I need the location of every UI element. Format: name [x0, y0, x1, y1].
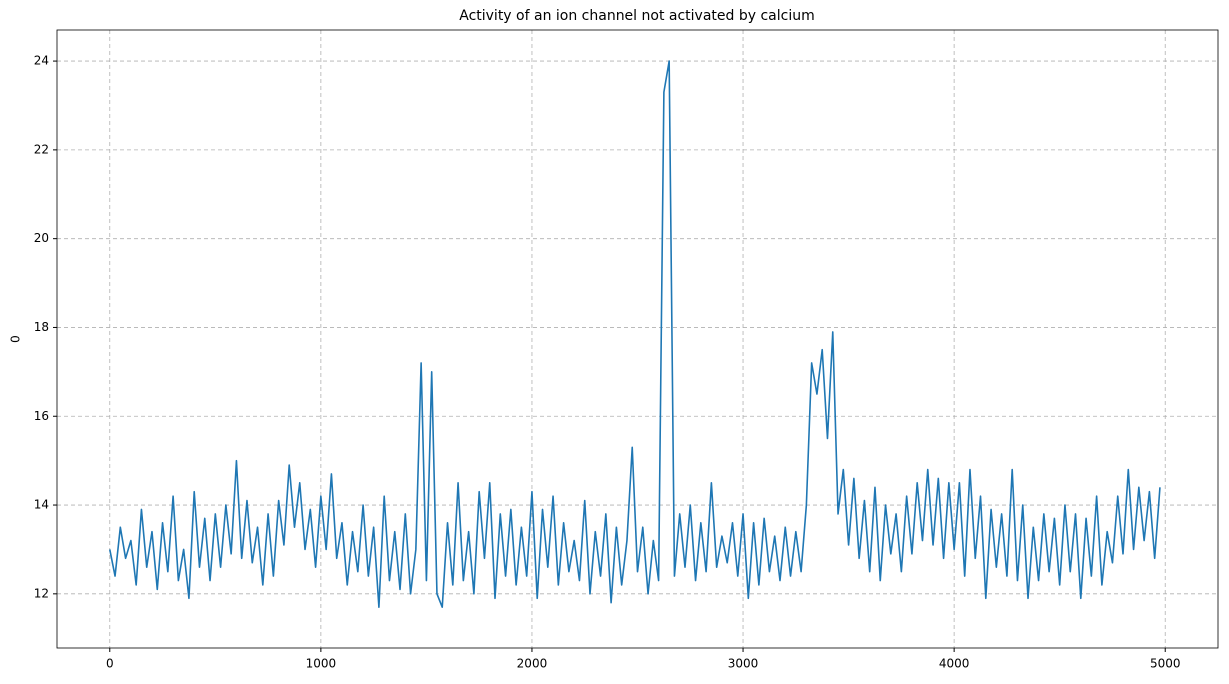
y-tick-label: 12 [34, 586, 49, 600]
y-axis-label: 0 [9, 335, 23, 343]
y-tick-label: 14 [34, 498, 49, 512]
y-tick-label: 22 [34, 142, 49, 156]
y-tick-label: 24 [34, 54, 49, 68]
data-line [108, 60, 1161, 608]
x-tick-label: 3000 [728, 657, 759, 671]
plot-frame [56, 29, 1219, 649]
x-tick-label: 4000 [939, 657, 970, 671]
x-tick-label: 2000 [517, 657, 548, 671]
x-tick-label: 1000 [306, 657, 337, 671]
chart-title: Activity of an ion channel not activated… [459, 8, 815, 24]
y-tick-label: 18 [34, 320, 49, 334]
y-tick-label: 20 [34, 231, 49, 245]
x-tick-label: 5000 [1150, 657, 1181, 671]
x-tick-label: 0 [106, 657, 114, 671]
y-tick-label: 16 [34, 409, 49, 423]
